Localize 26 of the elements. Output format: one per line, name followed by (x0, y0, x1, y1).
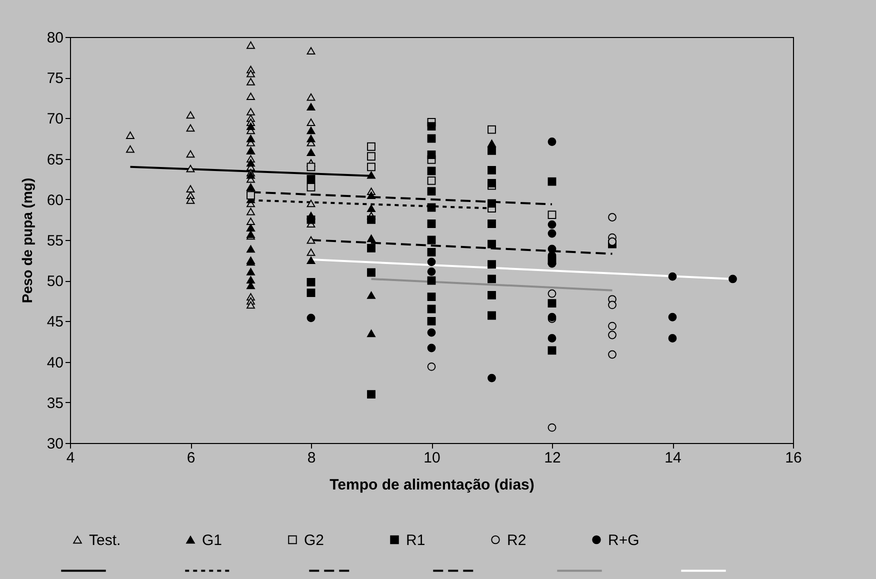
y-tick-label: 30 (46, 436, 64, 452)
legend-label: R2 (507, 532, 526, 549)
x-tick-label: 4 (66, 450, 75, 466)
x-axis-title: Tempo de alimentação (dias) (330, 476, 534, 494)
y-axis-title: Peso de pupa (mg) (18, 178, 35, 304)
y-tick-label: 40 (46, 354, 64, 372)
y-tick-label: 75 (46, 70, 64, 88)
x-tick-label: 16 (785, 450, 802, 466)
x-tick-label: 12 (544, 450, 561, 466)
x-tick-label: 10 (424, 450, 440, 466)
x-tick-label: 6 (186, 450, 196, 466)
y-tick-label: 35 (46, 394, 64, 412)
y-tick-label: 50 (46, 273, 64, 290)
y-tick-label: 60 (46, 192, 64, 209)
y-tick-label: 55 (46, 232, 64, 250)
x-tick-label: 8 (307, 450, 316, 466)
legend-label: R1 (406, 532, 426, 549)
y-tick-label: 70 (46, 110, 64, 128)
legend-label: G1 (202, 532, 222, 549)
legend-label: G2 (304, 532, 324, 549)
y-tick-label: 80 (46, 30, 64, 46)
legend-label: Test. (89, 532, 121, 549)
legend-label: R+G (608, 532, 640, 549)
x-tick-label: 14 (664, 450, 682, 466)
y-tick-label: 65 (46, 151, 64, 168)
y-tick-label: 45 (46, 314, 64, 331)
